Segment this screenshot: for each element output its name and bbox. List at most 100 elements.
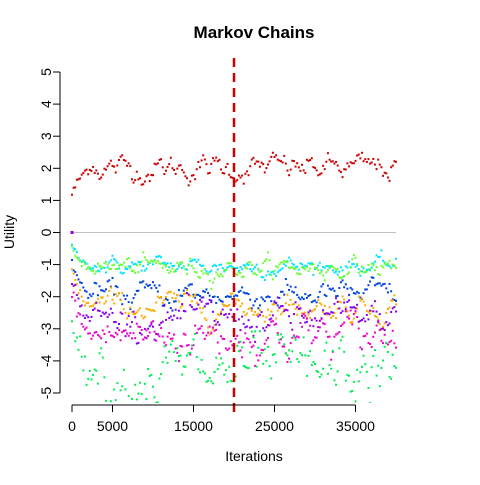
series-4-point [268,296,271,299]
series-1-point [362,160,365,163]
series-2-point [145,267,148,270]
series-4-point [390,290,393,293]
series-4-point [72,269,75,272]
series-5-point [343,298,346,301]
series-5-point [127,312,130,315]
series-4-point [276,304,279,307]
series-8-point [372,354,375,357]
series-2-point [173,264,176,267]
series-5-point [111,298,114,301]
series-1-point [349,161,352,164]
series-6-point [72,284,75,287]
start-point [70,231,74,234]
series-5-point [360,297,363,300]
series-6-point [168,317,171,320]
series-1-point [211,157,214,160]
series-5-point [369,312,372,315]
series-2-point [304,264,307,267]
series-7-point [135,322,138,325]
series-4-point [147,285,150,288]
series-5-point [211,328,214,330]
series-6-point [309,309,312,312]
series-6-point [393,306,396,309]
series-8-point [273,353,276,356]
series-6-point [134,316,137,319]
series-2-point [239,266,242,269]
series-8-point [239,340,242,343]
series-6-point [260,311,263,314]
series-6-point [224,313,227,316]
series-1-point [294,165,297,168]
series-3-point [252,272,255,275]
series-7-point [262,349,265,352]
series-7-point [305,317,308,320]
series-8-point [301,354,304,357]
series-3-point [103,262,106,265]
series-7-point [147,335,150,338]
series-8-point [349,390,352,393]
series-2-point [74,248,77,251]
series-7-point [362,335,365,338]
series-1-point [177,164,180,167]
series-8-point [357,380,360,383]
series-1-point [344,168,347,171]
series-1-point [90,169,93,172]
series-5-point [284,302,287,305]
series-4-point [233,295,235,298]
series-7-point [249,341,252,344]
series-6-point [312,325,315,328]
series-3-point [370,262,373,265]
series-1-point [377,158,380,161]
series-7-point [80,322,83,325]
series-1-point [336,164,339,167]
series-7-point [87,332,90,335]
series-7-point [160,327,163,330]
series-1-point [160,158,163,161]
series-7-point [346,315,349,318]
series-8-point [395,366,397,369]
series-4-point [134,293,137,296]
series-6-point [267,324,270,327]
series-2-point [103,266,106,269]
series-4-point [132,297,135,300]
series-6-point [343,301,346,304]
series-7-point [245,337,248,340]
series-5-point [93,302,96,305]
series-1-point [325,160,328,163]
series-3-point [169,270,172,273]
series-1-point [383,171,386,174]
series-5-point [263,320,266,323]
series-3-point [150,259,153,262]
series-8-point [108,402,111,403]
series-3-point [216,273,219,276]
series-4-point [385,287,388,290]
series-6-point [148,325,151,328]
series-1-point [143,180,146,183]
series-3-point [275,265,278,268]
series-7-point [239,349,242,352]
series-3-point [166,269,169,272]
series-2-point [106,266,109,269]
series-2-point [197,258,200,261]
series-4-point [296,293,299,296]
series-5-point [382,325,385,328]
series-3-point [288,266,291,269]
series-8-point [140,392,143,395]
series-4-point [335,295,338,298]
series-3-point [211,281,214,284]
series-5-point [82,300,85,303]
series-6-point [161,320,164,323]
series-3-point [309,267,312,270]
series-6-point [173,314,176,317]
series-2-point [233,266,235,269]
series-8-point [197,368,200,371]
series-1-point [314,166,316,169]
series-5-point [390,299,393,302]
series-4-point [195,293,198,296]
series-7-point [90,337,93,340]
series-2-point [124,267,127,270]
series-7-point [378,328,381,331]
series-1-point [310,157,313,160]
series-5-point [236,298,239,301]
series-8-point [343,350,346,353]
